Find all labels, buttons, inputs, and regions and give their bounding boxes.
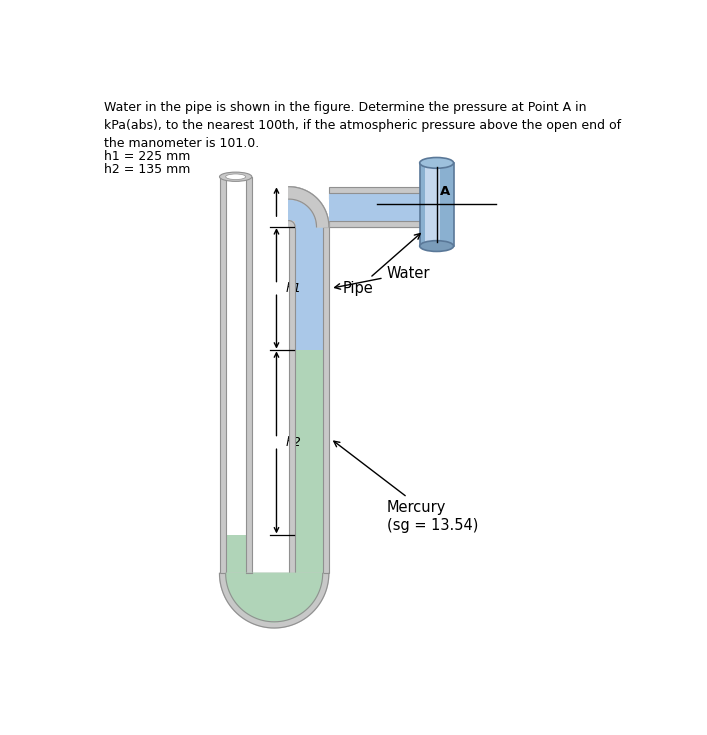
Bar	[420, 163, 454, 246]
Polygon shape	[288, 220, 295, 227]
Bar	[288, 220, 295, 227]
Polygon shape	[288, 199, 317, 227]
Text: h1: h1	[286, 282, 302, 295]
Bar	[295, 350, 322, 573]
Text: Water: Water	[334, 265, 430, 289]
Bar	[329, 193, 420, 199]
Bar	[329, 187, 420, 193]
Bar	[295, 227, 322, 350]
Ellipse shape	[420, 240, 454, 251]
Bar	[288, 227, 295, 573]
Text: h2 = 135 mm: h2 = 135 mm	[104, 163, 190, 176]
Text: Pipe: Pipe	[343, 234, 420, 295]
Polygon shape	[219, 573, 329, 628]
Text: h2: h2	[286, 436, 302, 449]
Bar	[425, 163, 440, 246]
Ellipse shape	[219, 172, 252, 182]
Bar	[329, 220, 420, 227]
Polygon shape	[288, 199, 317, 227]
Bar	[329, 199, 420, 220]
Polygon shape	[288, 199, 317, 227]
Text: A: A	[440, 185, 450, 198]
Bar	[226, 535, 246, 573]
Bar	[329, 220, 420, 227]
Polygon shape	[288, 187, 329, 227]
Ellipse shape	[420, 157, 454, 168]
Text: Mercury
(sg = 13.54): Mercury (sg = 13.54)	[334, 441, 478, 533]
Bar	[226, 176, 246, 535]
Text: Water in the pipe is shown in the figure. Determine the pressure at Point A in
k: Water in the pipe is shown in the figure…	[104, 101, 621, 150]
Ellipse shape	[226, 174, 246, 179]
Text: h1 = 225 mm: h1 = 225 mm	[104, 150, 190, 162]
Bar	[329, 193, 420, 220]
Polygon shape	[288, 187, 329, 227]
Bar	[219, 176, 226, 573]
Bar	[246, 176, 252, 573]
Bar	[322, 227, 329, 573]
Polygon shape	[226, 573, 322, 622]
